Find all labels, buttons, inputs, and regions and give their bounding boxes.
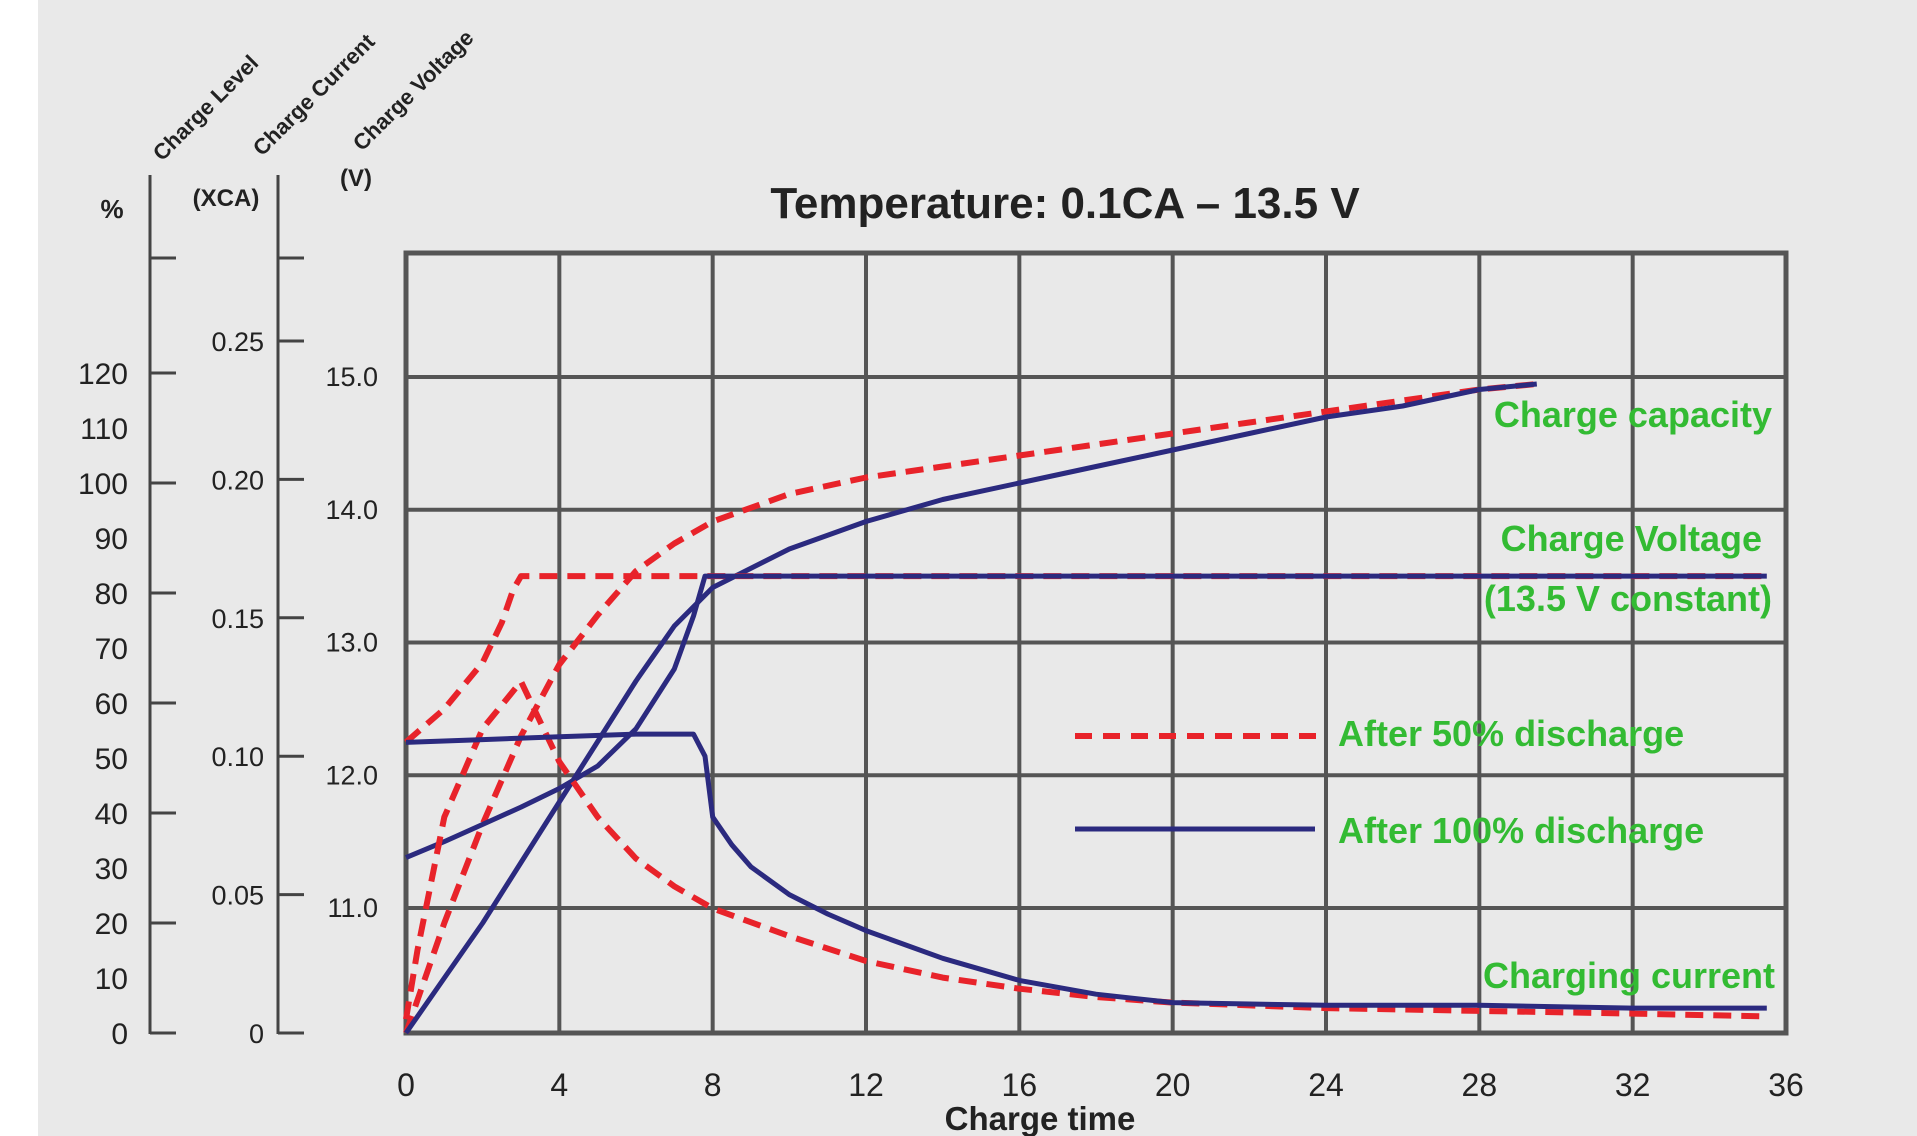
series-charging-current-solid — [405, 731, 1767, 1011]
charge-level-tick-label: 100 — [78, 468, 128, 501]
series-charge-capacity-dashed — [403, 381, 1538, 1034]
charge-level-tick-label: 90 — [95, 523, 128, 556]
legend-label-after-50: After 50% discharge — [1338, 713, 1684, 754]
charge-current-tick-label: 0.10 — [211, 742, 264, 772]
charge-level-tick-label: 50 — [95, 743, 128, 776]
annotation-charge-voltage: Charge Voltage — [1501, 518, 1762, 559]
x-tick-label: 8 — [704, 1067, 722, 1103]
y-axes: 12011010090807060504030201000.250.200.15… — [78, 175, 378, 1051]
charge-level-tick-label: 40 — [95, 798, 128, 831]
charge-current-tick-label: 0.15 — [211, 604, 264, 634]
charge-level-tick-label: 70 — [95, 633, 128, 666]
charge-level-tick-label: 10 — [95, 963, 128, 996]
plot-grid: 0 4 8 12 16 20 24 28 32 36 — [397, 250, 1804, 1103]
charge-current-tick-label: 0.05 — [211, 881, 264, 911]
plot-frame — [403, 250, 1789, 1036]
charge-voltage-unit: (V) — [340, 165, 372, 192]
charge-level-tick-label: 60 — [95, 688, 128, 721]
series-charge-voltage-dashed — [404, 573, 1767, 745]
x-tick-label: 12 — [848, 1067, 884, 1103]
charge-voltage-tick-label: 11.0 — [327, 893, 378, 923]
x-tick-label: 4 — [550, 1067, 568, 1103]
charge-voltage-tick-label: 13.0 — [325, 628, 378, 658]
chart-title: Temperature: 0.1CA – 13.5 V — [770, 179, 1360, 228]
x-tick-label: 20 — [1155, 1067, 1191, 1103]
x-tick-label: 36 — [1768, 1067, 1804, 1103]
x-axis-label: Charge time — [945, 1100, 1136, 1136]
charge-level-tick-label: 30 — [95, 853, 128, 886]
charge-voltage-tick-label: 12.0 — [325, 760, 378, 790]
legend: After 50% discharge After 100% discharge — [1075, 713, 1704, 851]
x-tick-label: 32 — [1615, 1067, 1651, 1103]
charge-level-tick-label: 80 — [95, 578, 128, 611]
charge-level-tick-label: 20 — [95, 908, 128, 941]
charge-current-tick-label: 0.20 — [211, 465, 264, 495]
x-tick-label: 24 — [1308, 1067, 1344, 1103]
series-layer — [403, 381, 1767, 1035]
charge-current-tick-label: 0 — [249, 1019, 264, 1049]
charge-level-unit: % — [100, 194, 123, 224]
series-charge-voltage-solid — [405, 573, 1767, 860]
series-charge-capacity-solid — [403, 381, 1538, 1035]
charge-voltage-tick-label: 15.0 — [325, 362, 378, 392]
x-tick-label: 0 — [397, 1067, 415, 1103]
charge-level-tick-label: 120 — [78, 358, 128, 391]
charge-level-tick-label: 0 — [111, 1018, 128, 1051]
charge-current-unit: (XCA) — [193, 185, 260, 212]
chart-background — [38, 0, 1917, 1136]
charge-current-tick-label: 0.25 — [211, 327, 264, 357]
x-tick-label: 28 — [1462, 1067, 1498, 1103]
x-tick-label: 16 — [1002, 1067, 1038, 1103]
annotation-charging-current: Charging current — [1483, 955, 1775, 996]
annotation-charge-capacity: Charge capacity — [1494, 394, 1772, 435]
charge-voltage-tick-label: 14.0 — [325, 495, 378, 525]
annotation-charge-voltage-constant: (13.5 V constant) — [1484, 578, 1772, 619]
charge-level-tick-label: 110 — [80, 413, 128, 446]
legend-label-after-100: After 100% discharge — [1338, 810, 1704, 851]
